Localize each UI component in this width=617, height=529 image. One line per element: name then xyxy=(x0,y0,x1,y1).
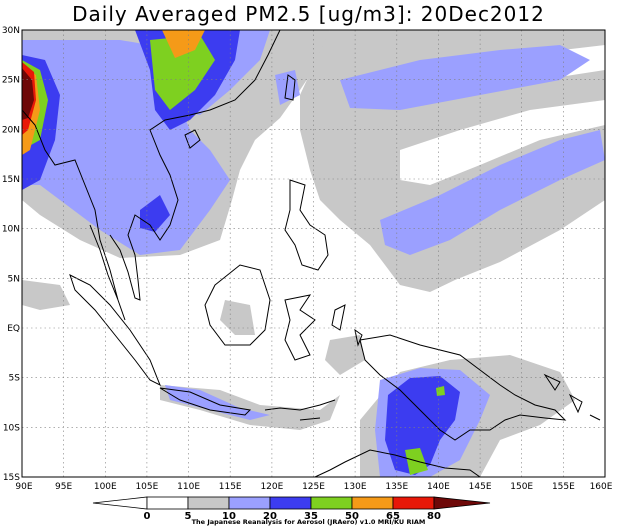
lon-tick-label: 130E xyxy=(344,482,367,492)
concentration-fields xyxy=(22,30,605,477)
plot-frame xyxy=(21,29,606,478)
coast-sumatra xyxy=(69,274,161,387)
lat-tick-label: 20N xyxy=(2,125,20,135)
lon-tick-label: 120E xyxy=(260,482,283,492)
lat-tick-label: 5S xyxy=(9,374,21,384)
lat-tick-label: 30N xyxy=(2,26,20,36)
lon-tick-label: 110E xyxy=(177,482,200,492)
lat-tick-label: EQ xyxy=(7,324,20,334)
colorbar-label: 0 xyxy=(144,511,151,522)
coast-lesser-sunda xyxy=(264,399,336,421)
field-10-20-pacific-band xyxy=(380,130,605,255)
colorbar-segment xyxy=(269,496,312,510)
colorbar-label: 10 xyxy=(222,511,236,522)
colorbar-label: 50 xyxy=(345,511,359,522)
colorbar-segment xyxy=(187,496,230,510)
colorbar-label: 65 xyxy=(386,511,400,522)
colorbar-label: 80 xyxy=(427,511,441,522)
colorbar-lower-arrow xyxy=(92,496,148,510)
coast-australia xyxy=(314,449,481,477)
coast-java xyxy=(159,387,252,416)
lat-axis: 30N 25N 20N 15N 10N 5N EQ 5S 10S 15S xyxy=(2,26,20,483)
lon-tick-label: 150E xyxy=(510,482,533,492)
lon-tick-label: 145E xyxy=(469,482,492,492)
lon-tick-label: 140E xyxy=(427,482,450,492)
colorbar-label: 20 xyxy=(263,511,277,522)
field-80-plus-burma xyxy=(22,68,34,120)
lon-tick-label: 90E xyxy=(15,482,32,492)
coast-mainland-asia xyxy=(22,30,281,321)
lon-tick-label: 115E xyxy=(219,482,242,492)
lat-tick-label: 10N xyxy=(2,225,20,235)
colorbar-segment xyxy=(351,496,394,510)
coastlines xyxy=(22,30,601,477)
coast-sulawesi xyxy=(284,294,316,361)
lat-tick-label: 10S xyxy=(3,423,20,433)
lat-tick-label: 5N xyxy=(8,274,20,284)
field-5-10-bay xyxy=(22,280,70,310)
lat-tick-label: 15N xyxy=(2,175,20,185)
coast-philippines xyxy=(284,179,329,271)
coast-borneo xyxy=(204,264,271,346)
field-5-10-borneo xyxy=(220,300,255,335)
colorbar-segment xyxy=(392,496,435,510)
coast-taiwan xyxy=(284,74,296,101)
lon-tick-label: 125E xyxy=(302,482,325,492)
credit-line: The Japanese Reanalysis for Aerosol (JRA… xyxy=(191,518,426,526)
lon-tick-label: 100E xyxy=(94,482,117,492)
lon-tick-label: 95E xyxy=(55,482,72,492)
colorbar-label: 5 xyxy=(185,511,192,522)
lon-tick-label: 155E xyxy=(552,482,575,492)
coast-sri-islands xyxy=(543,373,601,421)
colorbar-label: 35 xyxy=(304,511,318,522)
lon-tick-label: 160E xyxy=(590,482,613,492)
coast-moluccas xyxy=(331,304,363,347)
colorbar-segment xyxy=(310,496,353,510)
field-35-50-china xyxy=(150,35,215,110)
lon-tick-label: 135E xyxy=(385,482,408,492)
field-10-20-java xyxy=(165,385,270,420)
field-50-65-china xyxy=(162,30,205,58)
colorbar: 0 5 10 20 35 50 65 80 xyxy=(92,496,491,522)
field-clear-pacific xyxy=(400,100,605,185)
lat-tick-label: 15S xyxy=(3,473,20,483)
lat-tick-label: 25N xyxy=(2,76,20,86)
field-35-50-dot xyxy=(436,386,445,396)
field-10-20-pacific-north xyxy=(340,45,590,110)
coast-new-guinea xyxy=(359,334,567,441)
field-20-35-new-guinea xyxy=(385,376,460,475)
map-title: Daily Averaged PM2.5 [ug/m3]: 20Dec2012 xyxy=(72,2,545,26)
colorbar-segment xyxy=(228,496,271,510)
lon-tick-label: 105E xyxy=(135,482,158,492)
colorbar-segment xyxy=(146,496,189,510)
colorbar-upper-arrow xyxy=(433,496,491,510)
lon-axis: 90E 95E 100E 105E 110E 115E 120E 125E 13… xyxy=(15,482,612,492)
